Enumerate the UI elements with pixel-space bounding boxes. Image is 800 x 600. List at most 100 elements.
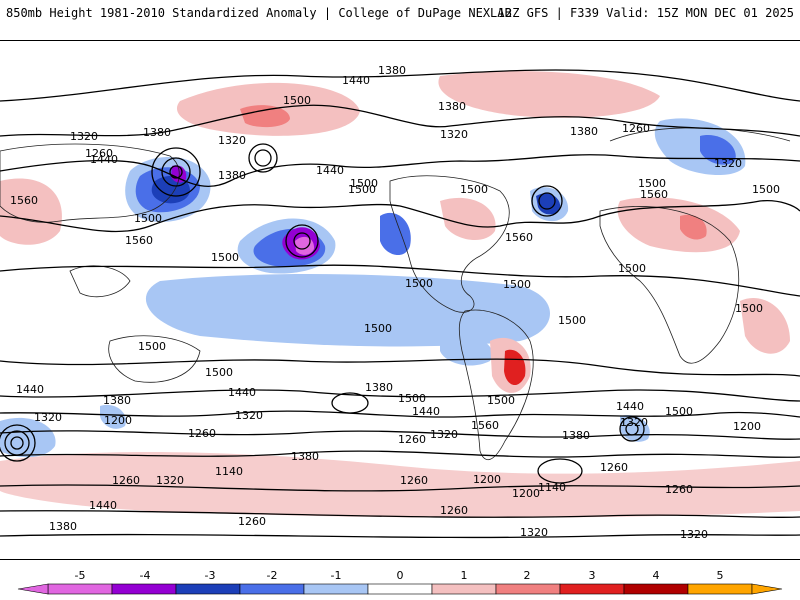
contour-label: 1380	[562, 429, 590, 442]
contour-label: 1560	[505, 231, 533, 244]
contour-label: 1320	[235, 409, 263, 422]
contour-label: 1320	[70, 130, 98, 143]
contour-label: 1380	[438, 100, 466, 113]
contour-label: 1440	[616, 400, 644, 413]
contour-label: 1200	[104, 414, 132, 427]
contour-labels: 1380 1440 1500 1320 1380 1260 1320 1380 …	[10, 64, 780, 541]
contour-label: 1320	[680, 528, 708, 541]
contour-label: 1380	[218, 169, 246, 182]
contour-label: 1500	[211, 251, 239, 264]
contour-label: 1500	[350, 177, 378, 190]
contour-label: 1500	[665, 405, 693, 418]
contour-label: 1500	[735, 302, 763, 315]
colorbar-segment	[495, 583, 561, 595]
colorbar-tick: -4	[140, 569, 151, 582]
header: 850mb Height 1981-2010 Standardized Anom…	[0, 0, 800, 40]
contour-label: 1500	[752, 183, 780, 196]
colorbar: -5 -4 -3 -2 -1 0 1 2 3 4 5	[0, 568, 800, 600]
colorbar-segment	[175, 583, 241, 595]
colorbar-segment	[431, 583, 497, 595]
contour-label: 1500	[398, 392, 426, 405]
contour-label: 1440	[89, 499, 117, 512]
colorbar-segment	[559, 583, 625, 595]
anomaly-map: 1380 1440 1500 1320 1380 1260 1320 1380 …	[0, 40, 800, 560]
contour-label: 1440	[412, 405, 440, 418]
contour-label: 1500	[364, 322, 392, 335]
height-contours	[0, 69, 800, 539]
colorbar-min-arrow	[17, 583, 49, 595]
contour-label: 1260	[440, 504, 468, 517]
contour-label: 1440	[16, 383, 44, 396]
contour-label: 1380	[103, 394, 131, 407]
contour-label: 1500	[134, 212, 162, 225]
colorbar-svg: -5 -4 -3 -2 -1 0 1 2 3 4 5	[17, 569, 783, 595]
contour-label: 1380	[378, 64, 406, 77]
contour-label: 1260	[400, 474, 428, 487]
contour-label: 1380	[143, 126, 171, 139]
contour-label: 1260	[622, 122, 650, 135]
map-title: 850mb Height 1981-2010 Standardized Anom…	[6, 6, 512, 20]
contour-label: 1200	[512, 487, 540, 500]
colorbar-tick: 0	[397, 569, 404, 582]
colorbar-tick: -2	[267, 569, 278, 582]
contour-label: 1260	[188, 427, 216, 440]
contour-label: 1320	[156, 474, 184, 487]
colorbar-segments	[17, 583, 783, 595]
contour-label: 1380	[570, 125, 598, 138]
contour-label: 1320	[520, 526, 548, 539]
contour-label: 1500	[638, 177, 666, 190]
contour-label: 1260	[112, 474, 140, 487]
contour-label: 1560	[10, 194, 38, 207]
contour-label: 1320	[620, 416, 648, 429]
contour-label: 1440	[90, 153, 118, 166]
contour-label: 1500	[138, 340, 166, 353]
colorbar-tick: 4	[653, 569, 660, 582]
contour-label: 1140	[215, 465, 243, 478]
contour-label: 1140	[538, 481, 566, 494]
contour-label: 1500	[558, 314, 586, 327]
colorbar-tick: 3	[589, 569, 596, 582]
colorbar-segment	[239, 583, 305, 595]
contour-label: 1500	[205, 366, 233, 379]
contour-label: 1380	[365, 381, 393, 394]
contour-label: 1440	[316, 164, 344, 177]
contour-label: 1260	[398, 433, 426, 446]
contour-label: 1500	[405, 277, 433, 290]
contour-label: 1500	[460, 183, 488, 196]
contour-label: 1560	[471, 419, 499, 432]
contour-label: 1500	[487, 394, 515, 407]
colorbar-tick: 2	[524, 569, 531, 582]
contour-label: 1320	[218, 134, 246, 147]
contour-label: 1260	[600, 461, 628, 474]
colorbar-ticks: -5 -4 -3 -2 -1 0 1 2 3 4 5	[75, 569, 724, 582]
contour-label: 1440	[228, 386, 256, 399]
colorbar-max-arrow	[751, 583, 783, 595]
contour-label: 1200	[733, 420, 761, 433]
contour-label: 1380	[291, 450, 319, 463]
contour-label: 1380	[49, 520, 77, 533]
colorbar-segment	[687, 583, 753, 595]
map-svg: 1380 1440 1500 1320 1380 1260 1320 1380 …	[0, 64, 800, 541]
colorbar-tick: -5	[75, 569, 86, 582]
contour-label: 1320	[440, 128, 468, 141]
contour-label: 1440	[342, 74, 370, 87]
contour-label: 1500	[503, 278, 531, 291]
contour-label: 1320	[34, 411, 62, 424]
contour-label: 1560	[640, 188, 668, 201]
negative-anomaly-shading	[0, 118, 746, 458]
contour-label: 1260	[238, 515, 266, 528]
colorbar-tick: 5	[717, 569, 724, 582]
contour-label: 1260	[665, 483, 693, 496]
contour-label: 1500	[348, 183, 376, 196]
contour-label: 1320	[714, 157, 742, 170]
colorbar-segment	[303, 583, 369, 595]
contour-label: 1500	[283, 94, 311, 107]
colorbar-tick: 1	[461, 569, 468, 582]
colorbar-segment	[367, 583, 433, 595]
contour-label: 1320	[430, 428, 458, 441]
colorbar-segment	[111, 583, 177, 595]
colorbar-tick: -3	[205, 569, 216, 582]
colorbar-segment	[623, 583, 689, 595]
contour-label: 1260	[85, 147, 113, 160]
contour-label: 1560	[125, 234, 153, 247]
